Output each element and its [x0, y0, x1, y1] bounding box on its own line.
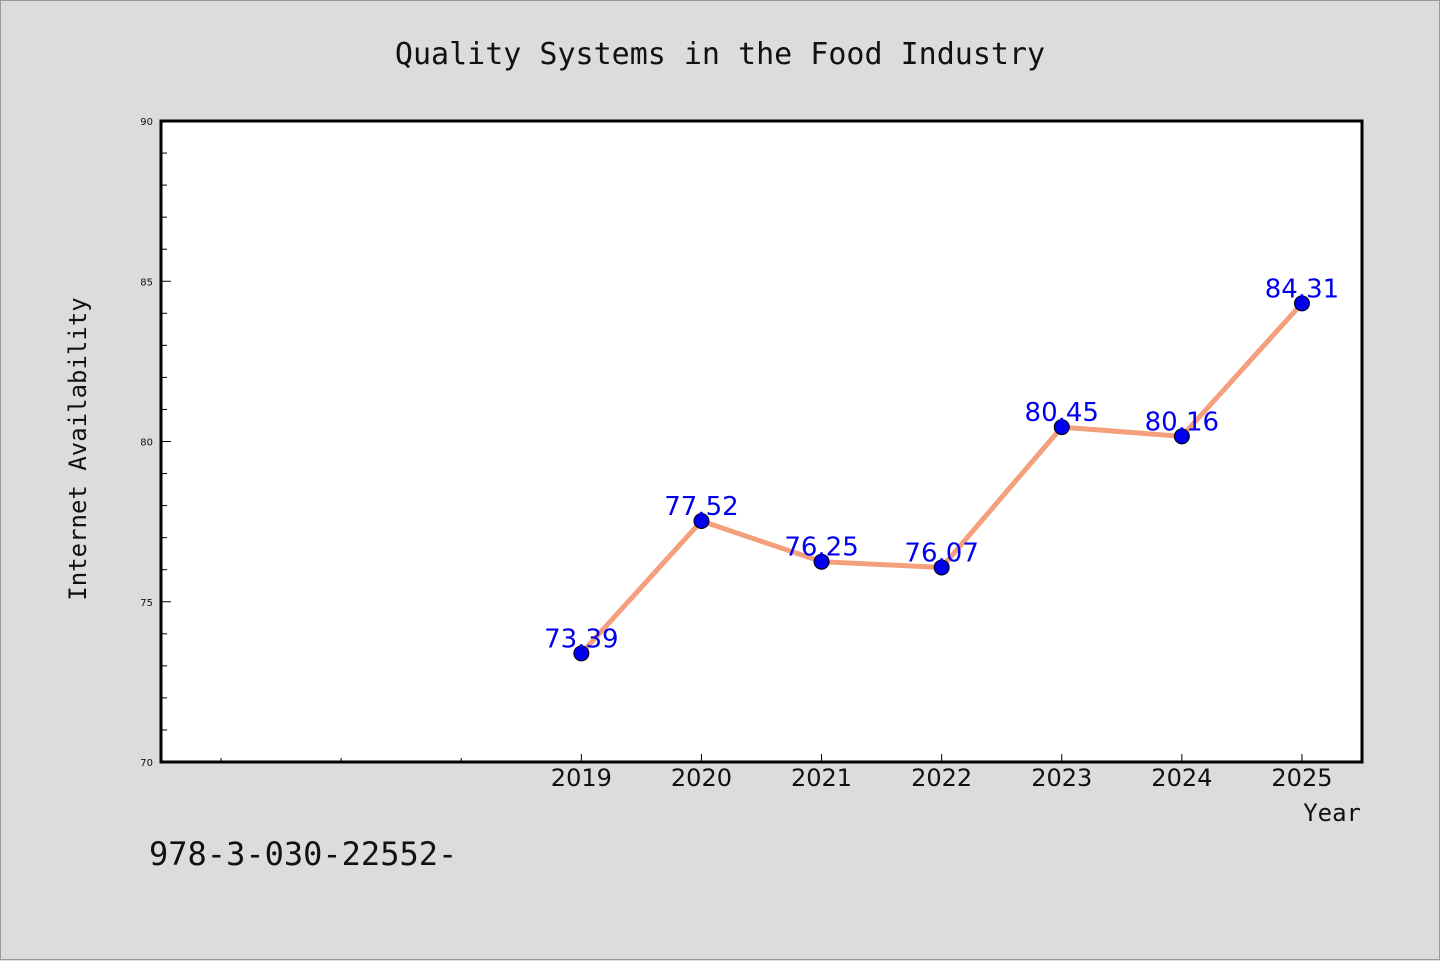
- plot-area: [159, 119, 1364, 764]
- x-axis-label: Year: [1303, 799, 1361, 827]
- x-tick-label: 2024: [1151, 764, 1212, 792]
- data-point: [1173, 428, 1190, 445]
- data-labels: 73.39 77.52 76.25 76.07 80.45 80.16 84.31: [544, 274, 1339, 654]
- data-point: [933, 559, 950, 576]
- x-tick-label: 2022: [911, 764, 972, 792]
- y-tick-label: 85: [140, 277, 153, 288]
- data-label: 76.25: [784, 533, 858, 563]
- y-tick-label: 70: [140, 758, 153, 769]
- y-axis: 70 75 80 85 90: [140, 117, 171, 769]
- x-axis: 2019 2020 2021 2022 2023 2024 2025: [220, 754, 1332, 792]
- x-tick-label: 2021: [791, 764, 852, 792]
- data-point: [573, 645, 590, 662]
- x-tick-label: 2019: [551, 764, 612, 792]
- y-tick-label: 75: [140, 598, 153, 609]
- data-label: 73.39: [544, 624, 618, 654]
- y-axis-label: Internet Availability: [64, 297, 92, 600]
- data-points: [573, 295, 1310, 662]
- x-tick-label: 2025: [1271, 764, 1332, 792]
- x-tick-label: 2023: [1031, 764, 1092, 792]
- data-point: [693, 512, 710, 529]
- data-point: [813, 553, 830, 570]
- data-label: 80.16: [1145, 407, 1219, 437]
- data-label: 76.07: [904, 538, 978, 568]
- chart-title: Quality Systems in the Food Industry: [395, 37, 1045, 72]
- x-tick-label: 2020: [671, 764, 732, 792]
- data-point: [1053, 419, 1070, 436]
- footer-isbn-text: 978-3-030-22552-: [149, 835, 457, 873]
- data-label: 80.45: [1025, 398, 1099, 428]
- data-point: [1293, 295, 1310, 312]
- data-label: 77.52: [664, 492, 738, 522]
- data-label: 84.31: [1265, 274, 1339, 304]
- y-tick-label: 90: [140, 117, 153, 128]
- y-tick-label: 80: [140, 438, 153, 449]
